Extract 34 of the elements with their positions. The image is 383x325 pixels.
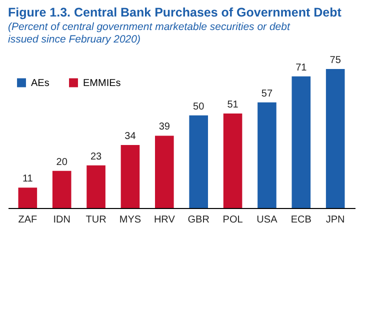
x-tick-label: JPN: [326, 214, 345, 226]
data-label: 23: [90, 151, 102, 162]
bar: [223, 113, 242, 208]
data-label: 51: [227, 99, 239, 110]
data-label: 20: [56, 156, 68, 168]
bar: [292, 76, 311, 208]
x-tick-label: MYS: [119, 214, 142, 226]
x-tick-label: POL: [222, 214, 244, 226]
bar: [52, 170, 72, 208]
bar: [18, 188, 38, 208]
data-label: 57: [261, 88, 273, 100]
data-label: 34: [124, 130, 136, 142]
x-tick-label: ZAF: [18, 214, 38, 226]
bar: [258, 102, 276, 208]
x-tick-label: USA: [256, 214, 278, 226]
chart-title: Figure 1.3. Central Bank Purchases of Government Debt: [8, 6, 342, 20]
legend-label: AEs: [31, 78, 50, 89]
data-label: 75: [330, 55, 342, 66]
data-label: 71: [296, 62, 308, 74]
data-label: 50: [193, 101, 205, 112]
bar: [86, 165, 106, 208]
x-tick-label: TUR: [86, 214, 106, 226]
legend-label: EMMIEs: [83, 78, 121, 89]
bar: [189, 115, 208, 208]
chart-subtitle: (Percent of central government marketable securities or debt issued since February 2020): [8, 21, 291, 46]
x-tick-label: GBR: [188, 214, 210, 226]
bar: [155, 136, 174, 208]
x-tick-label: ECB: [290, 214, 312, 226]
bar: [326, 69, 345, 208]
x-tick-label: IDN: [53, 214, 70, 226]
bar: [120, 144, 140, 208]
x-tick-label: HRV: [154, 214, 176, 226]
data-label: 39: [158, 122, 170, 133]
data-label: 11: [22, 174, 34, 185]
